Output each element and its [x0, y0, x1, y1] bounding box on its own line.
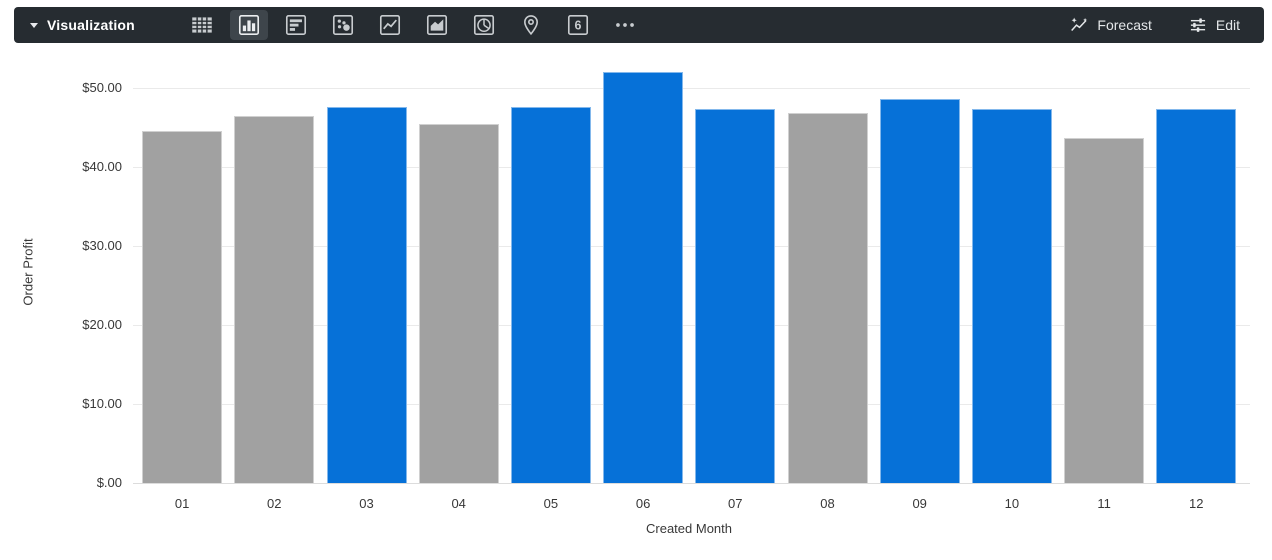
gridline — [133, 404, 1250, 405]
x-tick-label: 01 — [174, 496, 190, 511]
chart-type-area-button[interactable] — [418, 10, 456, 40]
x-tick-label: 04 — [451, 496, 466, 511]
bar-03[interactable] — [326, 106, 407, 483]
bar-01[interactable] — [142, 131, 223, 483]
bar-04[interactable] — [418, 124, 499, 483]
collapse-caret-icon — [30, 22, 38, 28]
gridline — [133, 88, 1250, 89]
x-tick-label: 11 — [1097, 496, 1111, 511]
single-value-icon: 6 — [567, 14, 588, 36]
x-tick-label: 06 — [635, 496, 651, 511]
chart-type-map-button[interactable] — [512, 10, 550, 40]
chart-type-strip: 6 — [183, 10, 644, 40]
table-icon — [192, 17, 212, 33]
bar-09[interactable] — [879, 99, 960, 483]
bar-02[interactable] — [234, 115, 315, 483]
x-tick-label: 05 — [543, 496, 559, 511]
x-tick-label: 03 — [359, 496, 374, 511]
visualization-collapse-toggle[interactable]: Visualization — [14, 17, 135, 33]
gridline — [133, 167, 1250, 168]
tune-icon — [1188, 15, 1208, 35]
bar-11[interactable] — [1064, 137, 1145, 483]
y-tick-label: $50.00 — [82, 80, 122, 95]
visualization-toolbar: Visualization 6 Forecast — [14, 7, 1264, 43]
chart-type-bar-button[interactable] — [277, 10, 315, 40]
x-tick-label: 10 — [1004, 496, 1020, 511]
forecast-sparkle-icon — [1069, 15, 1089, 35]
edit-label: Edit — [1215, 17, 1240, 33]
chart-type-table-button[interactable] — [183, 10, 221, 40]
y-tick-label: $30.00 — [82, 238, 122, 253]
y-tick-label: $.00 — [96, 475, 122, 490]
x-axis-title: Created Month — [646, 521, 732, 536]
more-icon — [616, 23, 634, 27]
x-tick-label: 07 — [728, 496, 743, 511]
edit-button[interactable]: Edit — [1188, 15, 1240, 35]
toolbar-actions: Forecast Edit — [1069, 15, 1264, 35]
chart-type-scatter-button[interactable] — [324, 10, 362, 40]
bar-06[interactable] — [603, 72, 684, 483]
area-icon — [426, 14, 447, 36]
forecast-label: Forecast — [1097, 17, 1152, 33]
y-tick-label: $20.00 — [82, 317, 122, 332]
bar-08[interactable] — [787, 113, 868, 483]
chart-type-column-button[interactable] — [229, 10, 268, 40]
gridline — [133, 246, 1250, 247]
forecast-button[interactable]: Forecast — [1069, 15, 1152, 35]
pie-icon — [473, 14, 494, 36]
chart-type-more-button[interactable] — [606, 10, 644, 40]
chart-type-single-value-button[interactable]: 6 — [559, 10, 597, 40]
bar-10[interactable] — [971, 109, 1052, 483]
gridline — [133, 325, 1250, 326]
chart-type-line-button[interactable] — [371, 10, 409, 40]
line-icon — [379, 14, 400, 36]
bar-icon — [285, 14, 306, 36]
toolbar-title: Visualization — [47, 17, 135, 33]
bar-07[interactable] — [695, 109, 776, 483]
x-axis-line — [133, 483, 1250, 484]
y-tick-label: $10.00 — [82, 396, 122, 411]
chart-type-pie-button[interactable] — [465, 10, 503, 40]
bar-12[interactable] — [1156, 109, 1237, 483]
x-tick-label: 12 — [1189, 496, 1204, 511]
y-axis-title: Order Profit — [20, 238, 36, 306]
x-tick-label: 09 — [912, 496, 927, 511]
svg-text:6: 6 — [574, 19, 581, 33]
x-tick-label: 02 — [267, 496, 282, 511]
y-tick-label: $40.00 — [82, 159, 122, 174]
scatter-icon — [332, 14, 353, 36]
map-icon — [523, 15, 538, 36]
bar-05[interactable] — [510, 106, 591, 483]
column-icon — [238, 14, 259, 36]
x-tick-label: 08 — [820, 496, 835, 511]
